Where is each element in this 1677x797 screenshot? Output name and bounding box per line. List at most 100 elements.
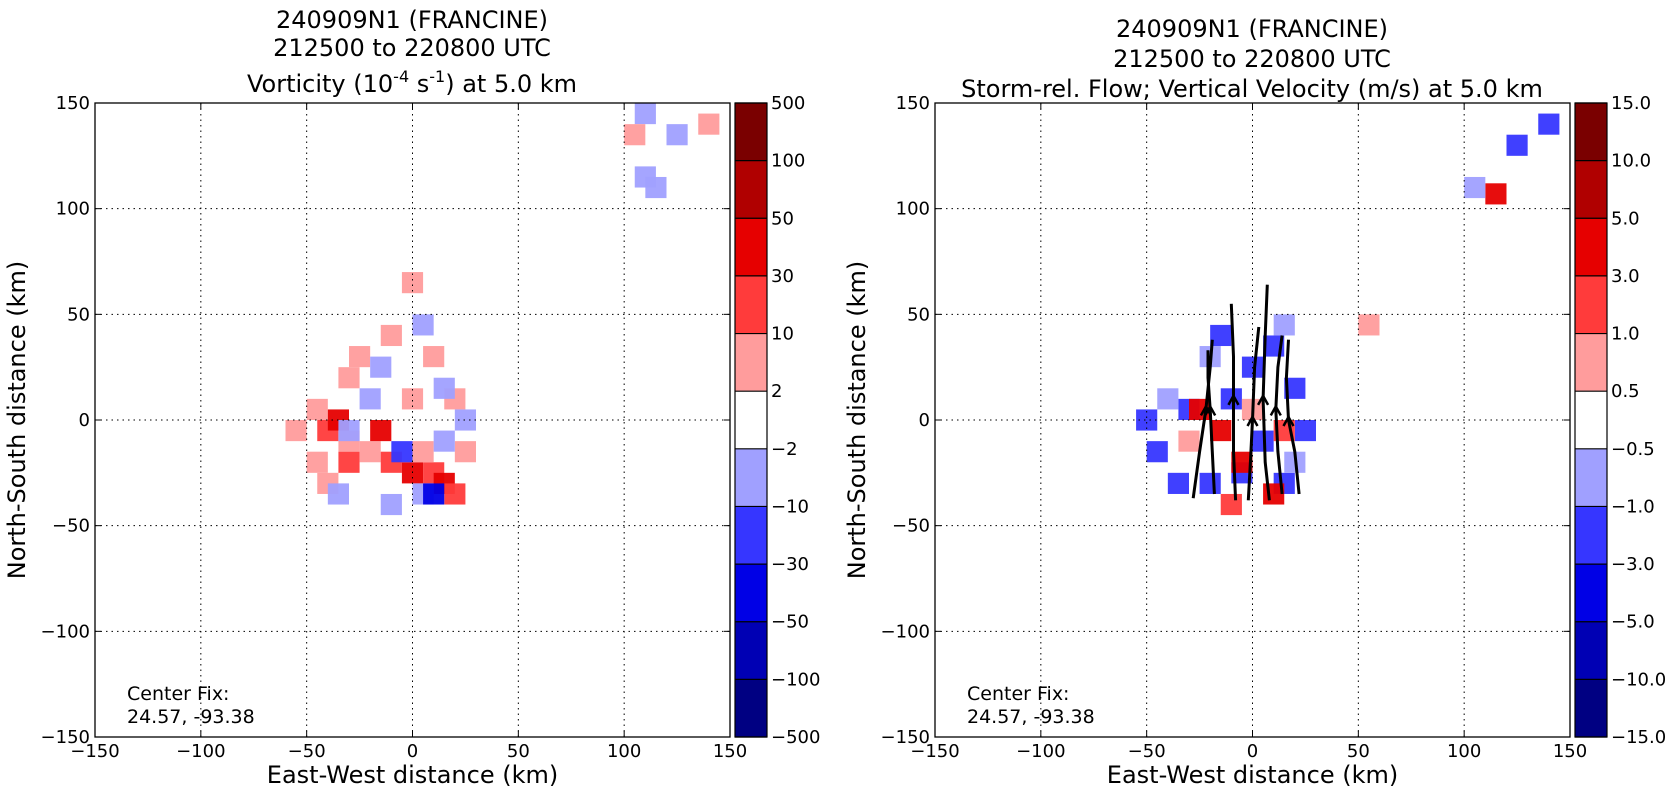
streamline — [1274, 335, 1284, 495]
flow-arrow — [1227, 393, 1240, 406]
center-fix-annotation: 24.57, -93.38 — [967, 706, 1095, 728]
colorbar-label: 1.0 — [1611, 324, 1640, 345]
contour-cell — [338, 367, 360, 389]
colorbar-segment — [1575, 333, 1607, 392]
contour-cell — [433, 430, 455, 452]
contour-cell — [1199, 472, 1221, 494]
y-tick-label: −50 — [892, 516, 930, 537]
y-tick-label: 100 — [56, 199, 90, 220]
streamline — [1191, 339, 1214, 499]
contour-cell — [412, 314, 434, 336]
colorbar-label: −1.0 — [1611, 496, 1655, 517]
contour-cell — [349, 346, 371, 368]
contour-cell — [359, 441, 381, 463]
contour-cell — [370, 356, 392, 378]
y-tick-label: −100 — [41, 621, 90, 642]
colorbar-label: −30 — [771, 554, 809, 575]
streamline — [1261, 284, 1271, 501]
colorbar-segment — [735, 333, 767, 392]
x-tick-label: 50 — [507, 741, 530, 762]
x-tick-label: 100 — [607, 741, 641, 762]
y-tick-label: 50 — [907, 304, 930, 325]
title-text: Vorticity (10 — [247, 70, 393, 98]
contour-cell — [423, 483, 445, 505]
x-tick-label: 0 — [1247, 741, 1258, 762]
y-tick-label: 0 — [919, 410, 930, 431]
contour-cell — [1210, 324, 1232, 347]
colorbar-segment — [1575, 679, 1607, 737]
colorbar-label: 10.0 — [1611, 151, 1651, 172]
y-tick-label: 150 — [56, 93, 90, 114]
contour-cell — [698, 113, 720, 135]
x-tick-label: −50 — [288, 741, 326, 762]
contour-cell — [1358, 314, 1380, 336]
x-tick-label: 0 — [407, 741, 418, 762]
flow-arrow — [1204, 403, 1217, 417]
colorbar-segment — [1575, 160, 1607, 219]
contour-cell — [370, 420, 392, 442]
contour-cell — [1220, 493, 1242, 516]
colorbar-segment — [1575, 391, 1607, 449]
contour-cell — [327, 483, 349, 505]
y-tick-label: 50 — [67, 304, 90, 325]
colorbar-label: 30 — [771, 266, 794, 287]
contour-cell — [380, 493, 402, 516]
x-tick-label: −50 — [1128, 741, 1166, 762]
colorbar-label: 5.0 — [1611, 208, 1640, 229]
x-tick-label: 150 — [713, 741, 747, 762]
colorbar-segment — [1575, 564, 1607, 622]
x-tick-label: −100 — [1016, 741, 1065, 762]
colorbar-label: −5.0 — [1611, 612, 1655, 633]
contour-cell — [444, 483, 466, 505]
colorbar-label: −10.0 — [1611, 669, 1666, 690]
x-tick-label: −100 — [176, 741, 225, 762]
colorbar-segment — [735, 506, 767, 565]
contour-cell — [1284, 377, 1306, 399]
colorbar-segment — [735, 448, 767, 507]
colorbar-segment — [1575, 448, 1607, 507]
colorbar-label: 100 — [771, 151, 805, 172]
colorbar-segment — [735, 564, 767, 622]
contour-cell — [1210, 420, 1232, 442]
title-text: ) at 5.0 km — [445, 70, 577, 98]
contour-cell — [412, 441, 434, 463]
grid — [935, 103, 1570, 737]
contour-cell — [1231, 451, 1253, 473]
colorbar-frame — [1574, 102, 1608, 738]
y-axis-label: North-South distance (km) — [843, 261, 871, 580]
colorbar-label: 10 — [771, 324, 794, 345]
contour-cell — [666, 124, 688, 146]
colorbar: 15.0 10.0 5.0 3.0 1.0 0.5 −0.5 −1.0 −3.0 −5.0 −10.… — [1574, 93, 1666, 748]
y-tick-label: −150 — [881, 727, 930, 748]
colorbar-label: −10 — [771, 496, 809, 517]
contour-cell — [401, 272, 424, 294]
contour-cell — [1136, 409, 1158, 431]
chart-title-line: Vorticity (10-4 s-1) at 5.0 km — [247, 67, 577, 98]
contour-cell — [285, 420, 307, 442]
contour-cell — [1157, 388, 1179, 410]
contour-cell — [634, 103, 656, 125]
contour-cell — [338, 420, 360, 442]
colorbar-label: 15.0 — [1611, 93, 1651, 114]
y-tick-label: −150 — [41, 727, 90, 748]
colorbar-segment — [735, 160, 767, 219]
contour-cell — [1485, 183, 1507, 205]
x-tick-label: 50 — [1347, 741, 1370, 762]
contour-cell — [423, 346, 445, 368]
flow-arrow — [1269, 403, 1282, 417]
title-superscript: -1 — [429, 67, 445, 86]
chart-title-line: 240909N1 (FRANCINE) — [1116, 15, 1388, 43]
contour-cell — [454, 409, 476, 431]
x-tick-label: 100 — [1447, 741, 1481, 762]
colorbar-segment — [1575, 103, 1607, 161]
center-fix-annotation: 24.57, -93.38 — [127, 706, 255, 728]
title-superscript: -4 — [393, 67, 409, 86]
contour-cell — [454, 441, 476, 463]
contour-cell — [624, 124, 646, 146]
streamline — [1229, 303, 1238, 501]
colorbar-label: −15.0 — [1611, 727, 1666, 748]
flow-arrow — [1282, 414, 1295, 427]
colorbar-label: −500 — [771, 727, 820, 748]
contour-cell — [1146, 441, 1168, 463]
